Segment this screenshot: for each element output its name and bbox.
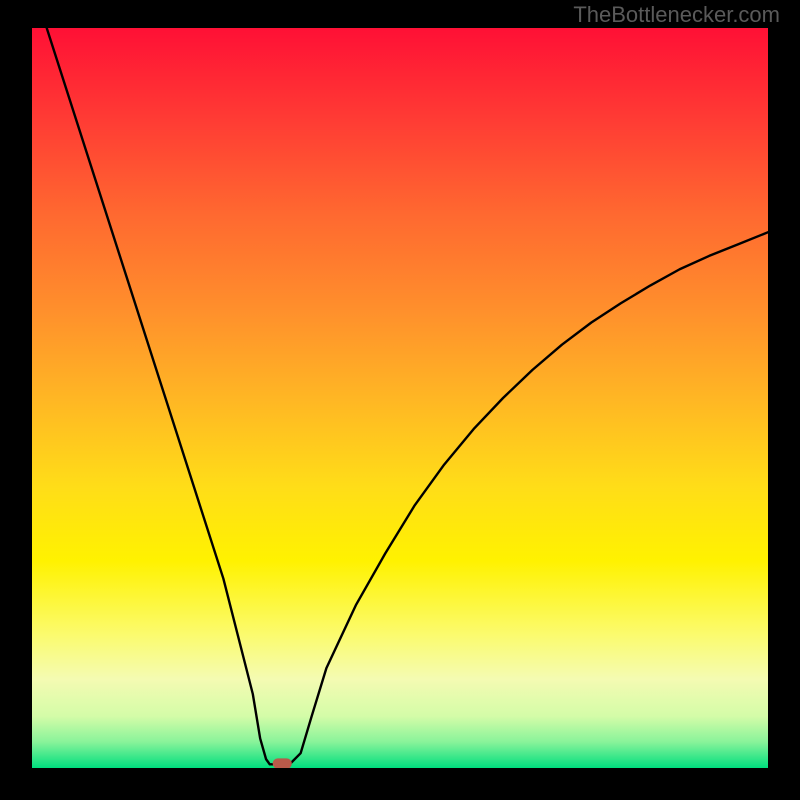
optimum-marker: [273, 758, 292, 768]
chart-svg: [32, 28, 768, 768]
figure-stage: TheBottlenecker.com: [0, 0, 800, 800]
watermark-text: TheBottlenecker.com: [573, 2, 780, 28]
gradient-background: [32, 28, 768, 768]
plot-area: [32, 28, 768, 768]
